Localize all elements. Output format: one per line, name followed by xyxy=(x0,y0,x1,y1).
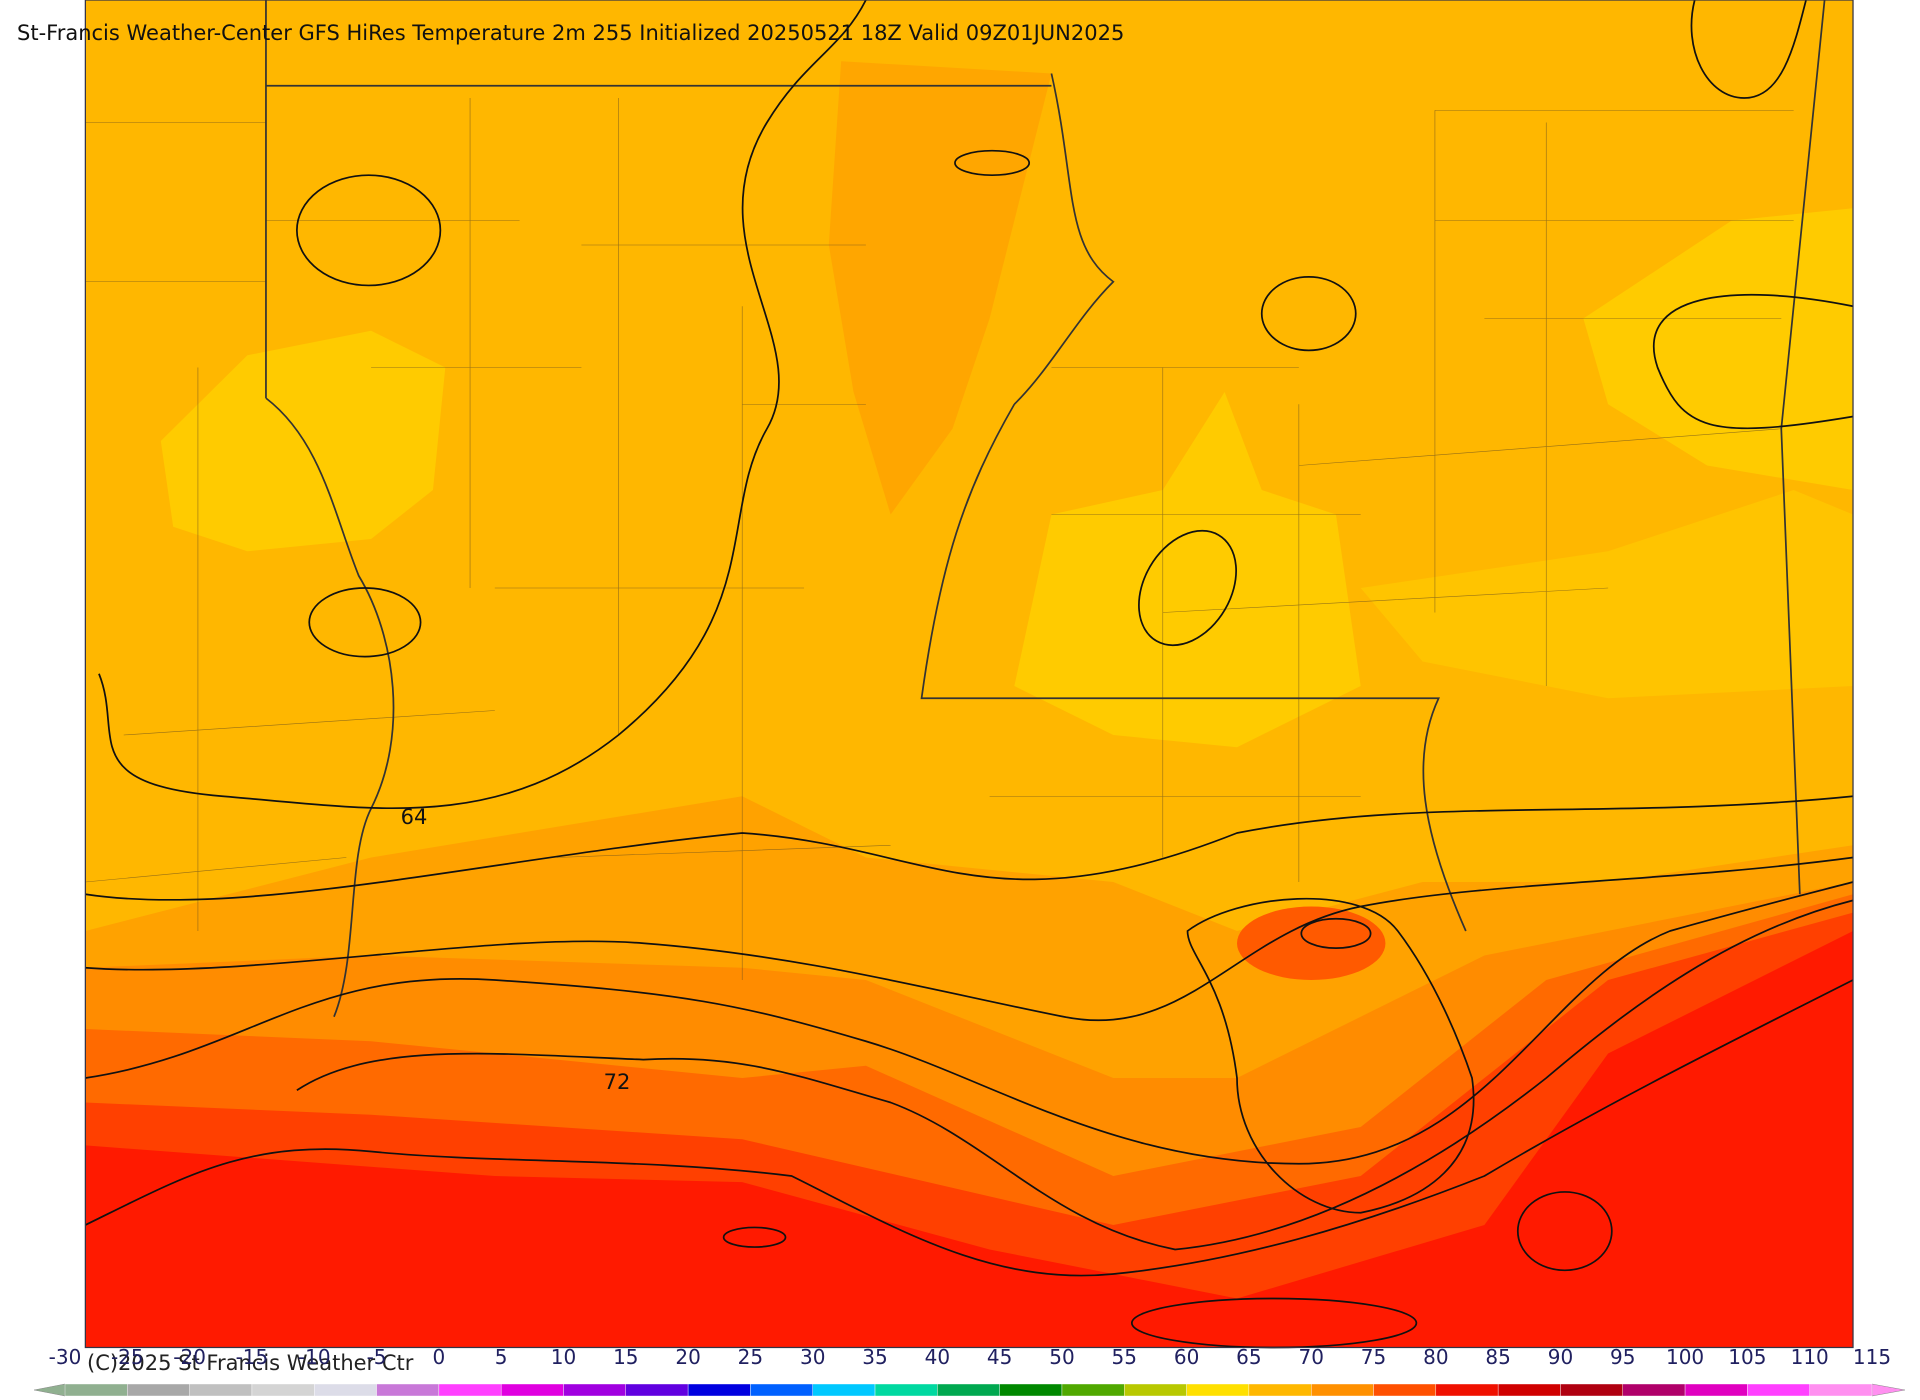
cool-area xyxy=(1014,392,1361,748)
colorbar-swatch xyxy=(812,1383,876,1397)
colorbar-tick-label: 45 xyxy=(987,1345,1012,1369)
colorbar-tick-label: -25 xyxy=(111,1345,144,1369)
colorbar-tick-label: -5 xyxy=(367,1345,387,1369)
colorbar-swatch xyxy=(563,1383,626,1397)
colorbar-swatch xyxy=(1622,1383,1686,1397)
colorbar-swatch xyxy=(874,1383,938,1397)
colorbar-tick-label: 110 xyxy=(1791,1345,1829,1369)
contour-label: 64 xyxy=(401,805,428,829)
colorbar-swatch xyxy=(1248,1383,1312,1397)
colorbar-tick-label: -20 xyxy=(173,1345,206,1369)
colorbar-tick-label: 0 xyxy=(432,1345,445,1369)
colorbar-swatch xyxy=(1373,1383,1437,1397)
colorbar-tick-label: 15 xyxy=(613,1345,638,1369)
colorbar-tick-label: -15 xyxy=(236,1345,269,1369)
colorbar-tick-label: -10 xyxy=(298,1345,331,1369)
colorbar-tick-label: 100 xyxy=(1666,1345,1704,1369)
colorbar-tick-label: 55 xyxy=(1112,1345,1137,1369)
map-title: St-Francis Weather-Center GFS HiRes Temp… xyxy=(17,21,1124,45)
colorbar-swatch xyxy=(1435,1383,1499,1397)
temp-band xyxy=(85,931,1854,1348)
cool-area xyxy=(1360,490,1854,699)
colorbar-swatch xyxy=(625,1383,689,1397)
colorbar-swatch xyxy=(1747,1383,1810,1397)
colorbar-swatch xyxy=(687,1383,751,1397)
colorbar-swatch xyxy=(500,1383,564,1397)
colorbar-tick-label: 115 xyxy=(1853,1345,1891,1369)
colorbar-swatch xyxy=(376,1383,440,1397)
colorbar-tick-label: -30 xyxy=(49,1345,82,1369)
colorbar-tick-label: 60 xyxy=(1174,1345,1199,1369)
colorbar-swatch xyxy=(251,1383,315,1397)
colorbar-tick-label: 5 xyxy=(495,1345,508,1369)
colorbar-swatch xyxy=(1684,1383,1748,1397)
colorbar-swatch xyxy=(1497,1383,1561,1397)
colorbar-tick-label: 80 xyxy=(1423,1345,1448,1369)
colorbar-tick-label: 75 xyxy=(1361,1345,1386,1369)
colorbar-swatch xyxy=(438,1383,502,1397)
colorbar-swatch xyxy=(1809,1383,1873,1397)
colorbar-arrow xyxy=(1871,1383,1906,1397)
colorbar-tick-label: 65 xyxy=(1236,1345,1261,1369)
colorbar-swatch xyxy=(1560,1383,1623,1397)
contour-label: 72 xyxy=(604,1070,631,1094)
cool-area xyxy=(160,330,446,552)
colorbar-tick-label: 105 xyxy=(1728,1345,1766,1369)
cool-area xyxy=(1583,208,1854,490)
colorbar-swatch xyxy=(750,1383,813,1397)
colorbar-swatch xyxy=(1186,1383,1250,1397)
map-field xyxy=(84,0,1854,1349)
colorbar-tick-label: 95 xyxy=(1610,1345,1635,1369)
colorbar-tick-label: 50 xyxy=(1049,1345,1074,1369)
colorbar-tick-label: 70 xyxy=(1298,1345,1323,1369)
colorbar-tick-label: 85 xyxy=(1485,1345,1510,1369)
colorbar-arrow xyxy=(33,1383,66,1397)
colorbar-tick-label: 40 xyxy=(925,1345,950,1369)
colorbar: -30 -25 -20 -15 -10 -5 0 5 10 15 20 25 30 35 40 45 50 55 6… xyxy=(33,1345,1906,1397)
colorbar-tick-label: 35 xyxy=(862,1345,887,1369)
colorbar-swatch xyxy=(189,1383,253,1397)
colorbar-tick-label: 10 xyxy=(551,1345,576,1369)
colorbar-tick-label: 25 xyxy=(738,1345,763,1369)
map-frame xyxy=(84,0,1854,1349)
colorbar-swatch xyxy=(1061,1383,1125,1397)
colorbar-tick-label: 90 xyxy=(1548,1345,1573,1369)
colorbar-swatch xyxy=(1311,1383,1374,1397)
copyright: (C)2025 St Francis Weather Ctr xyxy=(87,1351,414,1375)
colorbar-swatch xyxy=(937,1383,1000,1397)
colorbar-swatch xyxy=(64,1383,128,1397)
colorbar-swatch xyxy=(314,1383,377,1397)
colorbar-swatch xyxy=(999,1383,1063,1397)
colorbar-tick-label: 30 xyxy=(800,1345,825,1369)
colorbar-swatch xyxy=(1124,1383,1187,1397)
colorbar-tick-label: 20 xyxy=(675,1345,700,1369)
colorbar-swatch xyxy=(127,1383,190,1397)
